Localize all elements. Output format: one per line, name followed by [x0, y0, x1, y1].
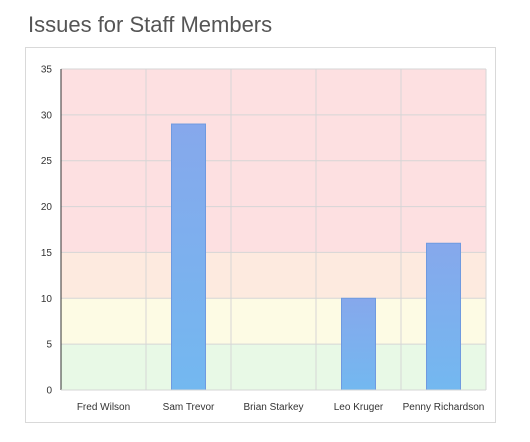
y-tick-label-10: 10	[41, 294, 53, 305]
bar-sam-trevor	[171, 123, 206, 391]
x-tick-label-sam-trevor: Sam Trevor	[163, 402, 215, 413]
y-tick-label-0: 0	[46, 386, 52, 397]
x-tick-label-leo-kruger: Leo Kruger	[334, 402, 384, 413]
bars	[171, 123, 461, 391]
bar-penny-richardson	[426, 242, 461, 391]
y-tick-label-5: 5	[46, 340, 52, 351]
x-tick-label-fred-wilson: Fred Wilson	[77, 402, 130, 413]
x-axis-labels: Fred Wilson Sam Trevor Brian Starkey Leo Kr…	[77, 402, 485, 413]
bar-leo-kruger	[341, 297, 376, 391]
bar-chart: 0 5 10 15 20 25 30 35 Fred Wilson Sam Trevor Bria…	[41, 65, 487, 413]
y-axis-ticks: 0 5 10 15 20 25 30 35	[41, 65, 53, 397]
y-tick-label-15: 15	[41, 248, 53, 259]
y-tick-label-20: 20	[41, 202, 53, 213]
y-tick-label-30: 30	[41, 110, 53, 121]
chart-panel: 0 5 10 15 20 25 30 35 Fred Wilson Sam Trevor Bria…	[25, 47, 496, 423]
band-1	[61, 298, 486, 345]
band-0	[61, 344, 486, 390]
y-tick-label-35: 35	[41, 65, 53, 76]
band-2	[61, 252, 486, 299]
threshold-bands	[61, 69, 486, 390]
x-tick-label-penny-richardson: Penny Richardson	[403, 402, 485, 413]
y-tick-label-25: 25	[41, 156, 53, 167]
axes	[60, 69, 486, 391]
gridlines	[61, 68, 487, 391]
x-tick-label-brian-starkey: Brian Starkey	[243, 402, 303, 413]
page-title: Issues for Staff Members	[28, 12, 273, 37]
